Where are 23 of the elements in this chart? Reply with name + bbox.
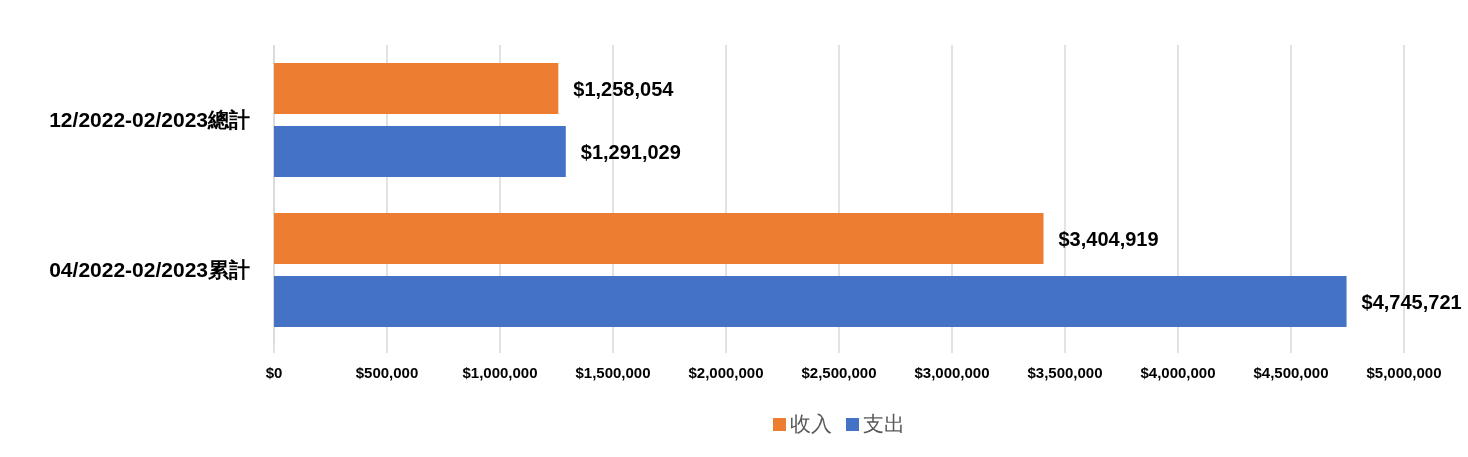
x-tick-label: $0 (265, 364, 283, 381)
x-tick-label: $500,000 (355, 364, 419, 381)
legend-label: 支出 (863, 412, 905, 435)
x-tick-label: $2,500,000 (801, 364, 877, 381)
x-tick-label: $1,000,000 (462, 364, 538, 381)
x-tick-label: $3,500,000 (1027, 364, 1103, 381)
data-label: $1,258,054 (573, 77, 675, 100)
data-label: $4,745,721 (1361, 290, 1462, 313)
x-tick-label: $3,000,000 (914, 364, 990, 381)
data-label: $1,291,029 (580, 140, 681, 163)
legend-label: 收入 (790, 412, 832, 435)
y-tick-label: 04/2022-02/2023累計 (49, 258, 250, 281)
x-tick-label: $5,000,000 (1366, 364, 1442, 381)
bar (274, 276, 1347, 327)
bar (274, 63, 559, 114)
bar (274, 213, 1044, 264)
x-tick-label: $2,000,000 (688, 364, 764, 381)
x-tick-label: $4,500,000 (1253, 364, 1329, 381)
bar (274, 126, 566, 177)
x-tick-label: $1,500,000 (575, 364, 651, 381)
y-tick-label: 12/2022-02/2023總計 (49, 108, 250, 131)
x-tick-label: $4,000,000 (1140, 364, 1216, 381)
data-label: $3,404,919 (1058, 227, 1159, 250)
